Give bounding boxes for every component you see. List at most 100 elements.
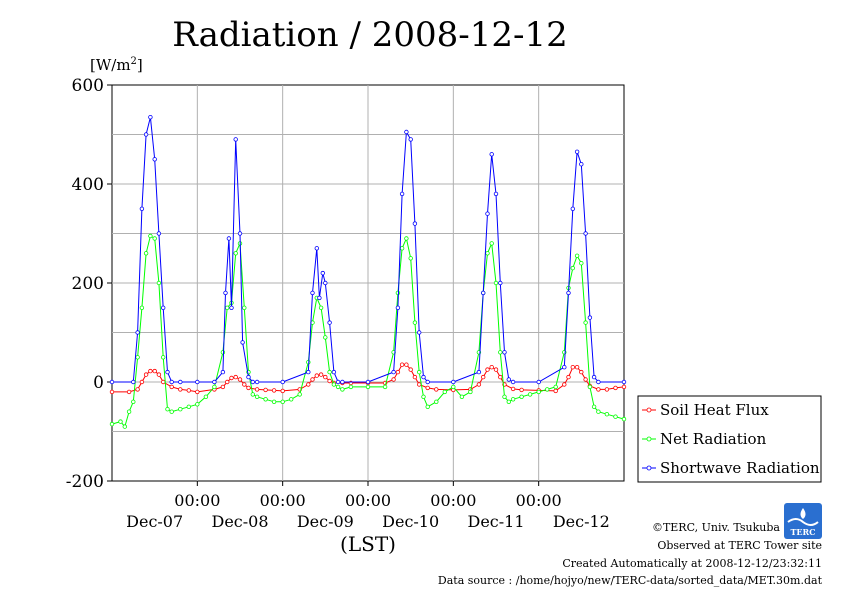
data-point xyxy=(156,372,162,377)
data-point xyxy=(481,374,486,380)
legend-marker xyxy=(646,407,652,413)
data-point xyxy=(323,280,328,286)
data-point xyxy=(246,374,251,380)
data-point xyxy=(591,404,597,409)
data-point xyxy=(579,161,584,167)
data-point xyxy=(621,379,627,385)
data-point xyxy=(485,367,490,372)
data-point xyxy=(318,305,324,310)
data-point xyxy=(156,280,162,286)
data-point xyxy=(519,394,524,399)
data-point xyxy=(404,236,409,241)
data-point xyxy=(186,388,191,393)
data-point xyxy=(224,305,230,310)
data-point xyxy=(254,394,260,399)
data-point xyxy=(604,387,610,392)
data-point xyxy=(160,379,166,385)
data-point xyxy=(152,236,157,241)
data-point xyxy=(348,384,354,390)
data-point xyxy=(327,378,332,384)
x-tick-label: 00:00 xyxy=(430,491,476,510)
data-point xyxy=(139,206,145,211)
data-point xyxy=(493,367,499,372)
data-point xyxy=(126,389,132,395)
data-point xyxy=(327,369,332,375)
data-point xyxy=(596,379,601,385)
legend-marker xyxy=(646,465,652,471)
legend: Soil Heat Flux Net Radiation Shortwave Rad… xyxy=(637,395,822,483)
data-point xyxy=(425,385,430,391)
data-point xyxy=(574,149,580,154)
data-point xyxy=(365,379,371,385)
data-point xyxy=(317,295,322,301)
data-point xyxy=(489,241,494,246)
data-point xyxy=(254,379,260,385)
data-point xyxy=(613,414,618,419)
data-point xyxy=(570,265,575,271)
data-point xyxy=(320,270,325,276)
data-point xyxy=(596,409,601,414)
data-point xyxy=(178,407,183,412)
grid xyxy=(112,85,624,481)
data-point xyxy=(135,355,140,360)
data-point xyxy=(476,369,482,375)
day-label: Dec-10 xyxy=(382,512,439,531)
data-point xyxy=(498,350,503,355)
x-axis-label: (LST) xyxy=(340,532,396,556)
data-point xyxy=(271,388,277,393)
data-point xyxy=(310,377,315,382)
data-point xyxy=(591,374,597,380)
data-point xyxy=(468,389,473,395)
data-point xyxy=(323,335,328,340)
data-point xyxy=(169,384,174,390)
data-point xyxy=(280,399,285,404)
data-point xyxy=(246,385,251,391)
data-point xyxy=(297,392,302,397)
legend-label: Shortwave Radiation xyxy=(660,459,820,477)
data-point xyxy=(442,389,447,395)
x-tick-label: 00:00 xyxy=(174,491,220,510)
legend-label: Soil Heat Flux xyxy=(660,401,769,419)
footer-source: Data source : /home/hojyo/new/TERC-data/… xyxy=(438,574,823,587)
data-point xyxy=(226,236,232,241)
data-point xyxy=(489,152,494,157)
data-point xyxy=(510,379,516,385)
data-point xyxy=(186,404,191,409)
data-point xyxy=(408,367,413,372)
data-point xyxy=(434,399,439,404)
footer-copyright: ©TERC, Univ. Tsukuba xyxy=(652,521,780,534)
data-point xyxy=(425,379,430,385)
data-point xyxy=(109,389,115,395)
data-point xyxy=(131,399,136,404)
data-point xyxy=(165,407,170,412)
y-tick-label: 200 xyxy=(72,274,104,294)
data-point xyxy=(242,382,247,387)
data-point xyxy=(143,372,149,377)
data-point xyxy=(527,392,533,397)
y-tick-label: -200 xyxy=(66,472,104,492)
data-point xyxy=(408,137,413,142)
data-point xyxy=(545,387,550,392)
data-point xyxy=(493,280,499,286)
data-point xyxy=(135,330,140,335)
data-point xyxy=(391,377,396,382)
data-point xyxy=(365,384,371,390)
footer-observed: Observed at TERC Tower site xyxy=(657,539,822,552)
data-point xyxy=(169,409,174,414)
legend-label: Net Radiation xyxy=(660,430,767,448)
data-point xyxy=(229,305,234,310)
data-point xyxy=(335,379,341,385)
data-point xyxy=(417,369,422,375)
data-point xyxy=(421,374,426,380)
data-point xyxy=(237,377,243,382)
data-point xyxy=(203,394,209,399)
data-point xyxy=(485,211,490,216)
day-label: Dec-12 xyxy=(553,512,610,531)
terc-logo: TERC xyxy=(784,503,822,539)
data-point xyxy=(118,419,123,424)
data-point xyxy=(148,368,153,374)
data-point xyxy=(126,409,132,414)
data-point xyxy=(310,290,315,296)
data-point xyxy=(135,387,140,392)
